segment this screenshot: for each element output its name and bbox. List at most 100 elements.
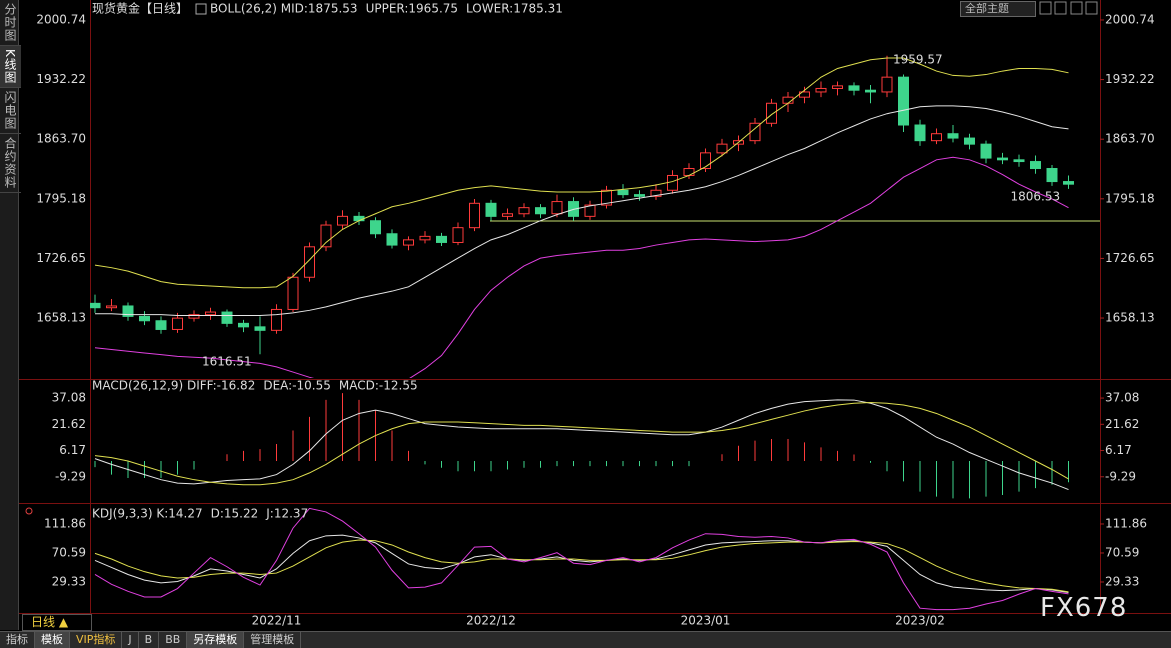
- legend-entry: BOLL(26,2) MID:1875.53: [210, 2, 358, 16]
- y-tick-label: 70.59: [1105, 545, 1139, 559]
- candle-body: [502, 213, 513, 217]
- x-tick-label: 2022/12: [466, 614, 516, 628]
- candle-body: [551, 201, 563, 215]
- watermark: FX678: [1040, 593, 1128, 623]
- y-tick-label: -9.29: [1105, 469, 1136, 483]
- legend-entry: MACD(26,12,9) DIFF:-16.82: [92, 379, 255, 393]
- legend-entry: MACD:-12.55: [339, 379, 418, 393]
- price-annotation: 1959.57: [893, 52, 943, 66]
- candle-body: [386, 233, 398, 246]
- tool-icon[interactable]: [1070, 1, 1083, 15]
- side-tab[interactable]: 分时图: [0, 0, 21, 46]
- bottom-tab[interactable]: J: [122, 632, 139, 648]
- y-tick-label: 37.08: [1105, 391, 1139, 405]
- candle-body: [254, 326, 266, 331]
- series-line: [94, 401, 1069, 486]
- candle-body: [634, 194, 645, 197]
- y-tick-label: 1932.22: [1105, 72, 1155, 86]
- y-tick-label-left: 37.08: [52, 391, 86, 405]
- side-tab[interactable]: 合约资料: [0, 134, 21, 193]
- y-tick-label-left: -9.29: [55, 469, 86, 483]
- candle-body: [469, 202, 480, 229]
- y-tick-label: 111.86: [1105, 516, 1147, 530]
- y-tick-label: 2000.74: [1105, 12, 1155, 26]
- bottom-tab[interactable]: 另存模板: [187, 632, 245, 648]
- y-tick-label-left: 70.59: [52, 545, 86, 559]
- candle-body: [650, 189, 662, 197]
- candle-body: [947, 133, 959, 139]
- candle-body: [337, 215, 348, 226]
- candle-body: [815, 87, 827, 93]
- series-line: [95, 105, 1069, 317]
- y-tick-label: 6.17: [1105, 443, 1132, 457]
- candle-body: [584, 204, 596, 217]
- candle-body: [205, 311, 216, 316]
- panel: [90, 55, 1100, 378]
- candle-body: [353, 215, 365, 222]
- candle-body: [90, 302, 101, 309]
- side-tab[interactable]: K线图: [0, 46, 21, 88]
- candle-body: [106, 305, 117, 309]
- legend-entry: LOWER:1785.31: [466, 2, 563, 16]
- candle-body: [304, 246, 315, 278]
- period-button[interactable]: 日线 ▲: [22, 614, 92, 631]
- candle-body: [898, 76, 909, 126]
- candle-body: [370, 220, 381, 235]
- candle-body: [716, 143, 728, 154]
- candle-body: [139, 315, 150, 322]
- price-annotation: 1806.53: [1011, 189, 1061, 203]
- candle-body: [601, 189, 612, 206]
- y-tick-label-left: 21.62: [52, 417, 86, 431]
- candle-body: [749, 122, 761, 142]
- tool-icon[interactable]: [1039, 1, 1052, 15]
- y-tick-label-left: 1726.65: [36, 251, 86, 265]
- candle-body: [848, 85, 860, 91]
- candle-body: [683, 168, 695, 176]
- candle-body: [931, 133, 942, 142]
- bottom-tab[interactable]: 管理模板: [244, 632, 302, 648]
- candle-body: [188, 314, 200, 319]
- legend-entry: J:12.37: [265, 507, 308, 521]
- bottom-tab[interactable]: 指标: [0, 632, 35, 648]
- series-line: [94, 156, 1069, 378]
- candle-body: [271, 308, 282, 331]
- candle-body: [832, 85, 843, 89]
- series-line: [94, 399, 1069, 491]
- bottom-tab[interactable]: B: [139, 632, 160, 648]
- candle-body: [980, 143, 992, 159]
- y-tick-label-left: 6.17: [59, 443, 86, 457]
- candle-body: [1046, 168, 1058, 183]
- candle-body: [766, 102, 777, 124]
- bottom-tab[interactable]: VIP指标: [70, 632, 123, 648]
- y-tick-label-left: 1863.70: [36, 132, 86, 146]
- candle-body: [865, 89, 876, 93]
- y-tick-label-left: 29.33: [52, 574, 86, 588]
- x-tick-label: 2022/11: [252, 614, 302, 628]
- candle-body: [518, 207, 530, 215]
- panel: [94, 508, 1069, 611]
- y-tick-label: 1658.13: [1105, 311, 1155, 325]
- candle-body: [700, 152, 711, 170]
- bottom-tab[interactable]: BB: [159, 632, 188, 648]
- theme-button[interactable]: 全部主题: [960, 1, 1036, 17]
- candle-body: [436, 235, 447, 243]
- tool-icon[interactable]: [1054, 1, 1067, 15]
- candle-body: [914, 124, 926, 142]
- candle-body: [485, 202, 497, 217]
- legend-entry: UPPER:1965.75: [366, 2, 458, 16]
- candle-body: [535, 207, 546, 215]
- candle-body: [1030, 161, 1041, 170]
- candle-body: [419, 235, 431, 241]
- candle-body: [964, 137, 975, 145]
- bottom-tab[interactable]: 模板: [35, 632, 70, 648]
- candle-body: [1013, 159, 1025, 163]
- series-line: [94, 57, 1069, 289]
- y-tick-label: 1726.65: [1105, 251, 1155, 265]
- side-tab[interactable]: 闪电图: [0, 88, 21, 134]
- tool-icon[interactable]: [1085, 1, 1098, 15]
- side-tabs: 分时图 K线图 闪电图 合约资料: [0, 0, 21, 630]
- candle-body: [238, 322, 249, 328]
- candle-body: [221, 311, 233, 324]
- candle-body: [1063, 181, 1074, 185]
